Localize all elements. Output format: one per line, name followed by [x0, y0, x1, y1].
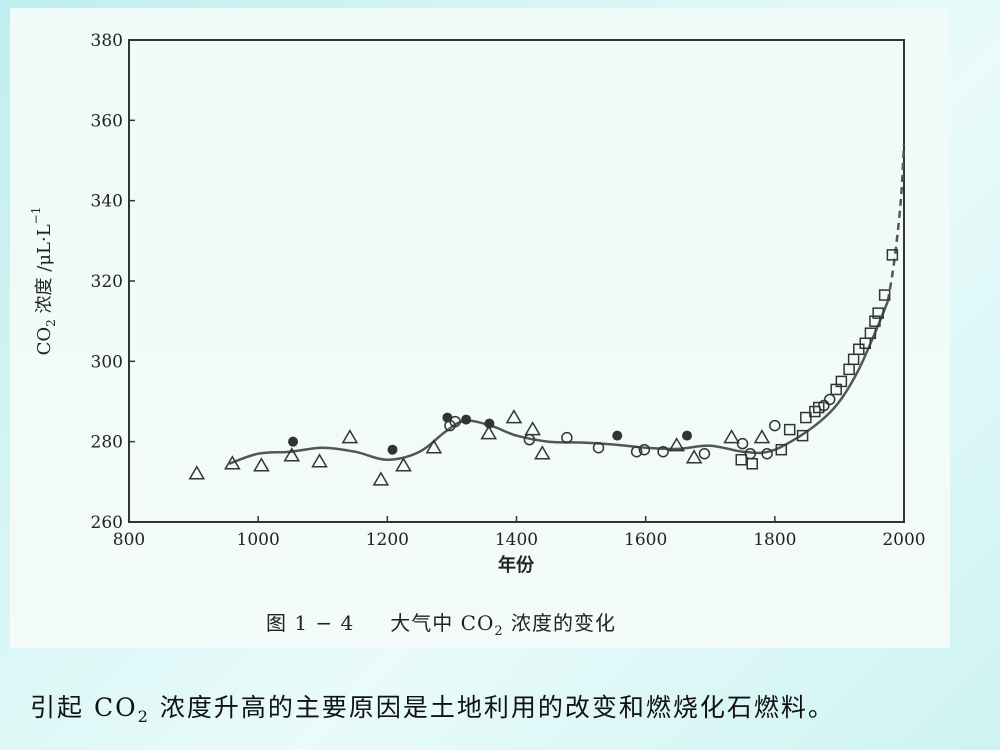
figure-number: 图 1 − 4	[266, 611, 355, 635]
open-circle-point	[638, 443, 651, 456]
triangle-point	[283, 447, 301, 462]
open-circle-point	[523, 433, 536, 446]
x-tick-label: 1800	[753, 530, 796, 550]
filled-circle-point	[288, 436, 299, 447]
triangle-point	[253, 457, 270, 472]
open-circle-point	[449, 415, 461, 428]
figure-caption: 图 1 − 4 大气中 CO2 浓度的变化	[266, 607, 616, 639]
x-tick-labels: 800 1000 1200 1400 1600 1800 2000	[113, 530, 926, 550]
y-tick-labels: 260 280 300 320 340 360 380	[91, 31, 123, 533]
x-tick-label: 800	[113, 530, 145, 550]
triangle-point	[668, 437, 685, 452]
open-circle-point	[630, 445, 643, 458]
square-point	[878, 289, 891, 301]
filled-circle-point	[682, 430, 692, 441]
square-point	[847, 353, 860, 366]
triangle-point	[685, 449, 703, 464]
square-point	[775, 443, 788, 456]
square-point	[800, 411, 812, 424]
open-circle-point	[698, 447, 711, 460]
triangle-point	[425, 439, 443, 454]
triangle-point	[372, 471, 390, 486]
filled-circle-point	[484, 418, 495, 429]
y-tick-label: 300	[91, 352, 123, 372]
triangle-point	[311, 453, 328, 468]
triangle-point	[395, 457, 412, 472]
square-point	[735, 453, 747, 466]
figure-title: 大气中 CO2 浓度的变化	[390, 611, 616, 639]
square-point	[843, 363, 855, 376]
open-circle-point	[736, 437, 749, 450]
triangle-point	[723, 429, 740, 444]
x-axis-title: 年份	[498, 554, 535, 576]
filled-circle-point	[612, 430, 623, 441]
x-tick-label: 2000	[882, 530, 925, 550]
figure-paper	[10, 8, 950, 648]
y-tick-label: 360	[91, 111, 123, 131]
square-point	[869, 315, 881, 327]
triangle-point	[534, 445, 551, 460]
y-tick-label: 260	[91, 513, 123, 533]
triangle-point	[188, 465, 206, 480]
square-point	[813, 401, 825, 414]
open-circle-point	[761, 447, 773, 460]
y-tick-label: 340	[91, 192, 123, 212]
x-tick-label: 1000	[237, 530, 280, 550]
square-point	[864, 327, 877, 339]
plot-frame	[128, 39, 905, 523]
data-markers	[188, 249, 899, 486]
trend-curves	[228, 144, 906, 465]
y-axis-title: CO2 浓度 /μL·L−1	[29, 207, 58, 356]
open-circle-point	[823, 393, 836, 406]
x-tick-label: 1400	[495, 530, 538, 550]
y-tick-label: 320	[91, 272, 123, 292]
square-point	[746, 458, 758, 470]
open-circle-point	[657, 445, 669, 458]
y-tick-label: 280	[91, 433, 123, 453]
filled-circle-point	[461, 414, 472, 425]
axis-ticks	[128, 39, 905, 523]
slide-footnote: 引起 CO2 浓度升高的主要原因是土地利用的改变和燃烧化石燃料。	[30, 693, 835, 726]
square-point	[872, 307, 884, 319]
y-tick-label: 380	[91, 31, 123, 51]
x-tick-label: 1600	[624, 530, 667, 550]
triangle-point	[224, 455, 241, 470]
square-point	[796, 429, 809, 442]
square-point	[835, 375, 848, 388]
square-point	[809, 405, 821, 418]
square-point	[886, 249, 899, 261]
triangle-point	[753, 429, 771, 444]
triangle-point	[524, 421, 541, 436]
triangle-point	[341, 429, 359, 444]
open-circle-point	[592, 441, 605, 454]
filled-circle-point	[387, 444, 398, 455]
triangle-point	[505, 409, 523, 424]
trend-line-dashed	[886, 144, 906, 302]
triangle-point	[480, 425, 498, 440]
square-point	[783, 423, 796, 436]
open-circle-point	[769, 419, 781, 432]
square-point	[853, 343, 865, 356]
x-tick-label: 1200	[366, 530, 409, 550]
open-circle-point	[561, 431, 573, 444]
trend-line	[228, 300, 890, 465]
